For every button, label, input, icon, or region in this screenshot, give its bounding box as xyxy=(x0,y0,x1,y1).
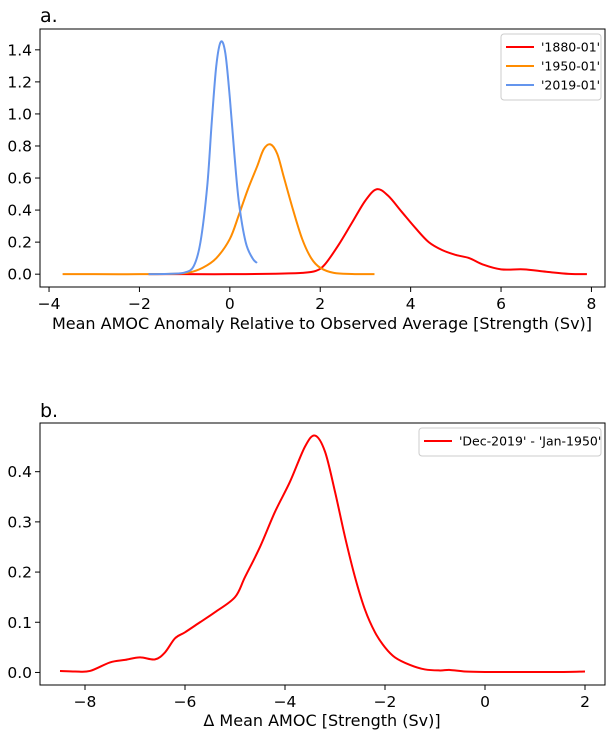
panel-a-xticks: −4 −2 0 2 4 6 8 xyxy=(38,287,597,313)
xtick-label: −6 xyxy=(174,693,197,711)
ytick-label: 1.4 xyxy=(7,41,32,59)
ytick-label: 0.1 xyxy=(7,614,32,632)
panel-b-xlabel: Δ Mean AMOC [Strength (Sv)] xyxy=(203,711,440,730)
xtick-label: −4 xyxy=(274,693,297,711)
panel-a-yticks: 0.0 0.2 0.4 0.6 0.8 1.0 1.2 1.4 xyxy=(7,41,40,284)
panel-b-plot-frame xyxy=(39,422,606,686)
panel-b-label: b. xyxy=(40,400,58,422)
xtick-label: 0 xyxy=(480,693,490,711)
xtick-label: 0 xyxy=(225,295,235,313)
ytick-label: 0.0 xyxy=(7,266,32,284)
ytick-label: 1.0 xyxy=(7,105,32,123)
xtick-label: −4 xyxy=(38,295,61,313)
panel-b-legend: 'Dec-2019' - 'Jan-1950' xyxy=(418,427,602,457)
panel-b: b. 0.0 0.1 0.2 0.3 0.4 −8 −6 −4 −2 0 2 'Dec-2019'… xyxy=(7,400,606,730)
series-line-0 xyxy=(148,188,587,276)
ytick-label: 0.6 xyxy=(7,170,32,188)
panel-a-legend: '1880-01' '1950-01' '2019-01' xyxy=(500,33,602,101)
ytick-label: 0.2 xyxy=(7,564,32,582)
legend-label: 'Dec-2019' - 'Jan-1950' xyxy=(459,434,601,449)
panel-b-series xyxy=(59,434,586,673)
ytick-label: 1.2 xyxy=(7,73,32,91)
legend-box xyxy=(500,33,602,101)
panel-b-xticks: −8 −6 −4 −2 0 2 xyxy=(74,685,590,711)
ytick-label: 0.3 xyxy=(7,513,32,531)
xtick-label: −8 xyxy=(74,693,97,711)
xtick-label: 6 xyxy=(496,295,506,313)
series-line-2 xyxy=(148,40,258,276)
xtick-label: 2 xyxy=(315,295,325,313)
panel-a-plot-frame xyxy=(39,28,606,288)
legend-label: '2019-01' xyxy=(541,78,600,93)
xtick-label: 8 xyxy=(587,295,597,313)
xtick-label: −2 xyxy=(374,693,397,711)
panel-a-series xyxy=(62,40,587,276)
series-line-0 xyxy=(59,434,586,673)
legend-label: '1950-01' xyxy=(541,59,600,74)
xtick-label: 4 xyxy=(406,295,416,313)
panel-a-xlabel: Mean AMOC Anomaly Relative to Observed A… xyxy=(52,314,592,333)
ytick-label: 0.0 xyxy=(7,664,32,682)
legend-box xyxy=(418,427,602,457)
ytick-label: 0.4 xyxy=(7,463,32,481)
panel-a-label: a. xyxy=(40,5,58,27)
ytick-label: 0.8 xyxy=(7,137,32,155)
panel-b-yticks: 0.0 0.1 0.2 0.3 0.4 xyxy=(7,463,40,682)
panel-a: a. 0.0 0.2 0.4 0.6 0.8 1.0 1.2 1.4 −4 −2 0 2 4 6 8 '1… xyxy=(7,5,606,333)
xtick-label: −2 xyxy=(128,295,151,313)
xtick-label: 2 xyxy=(580,693,590,711)
legend-label: '1880-01' xyxy=(541,40,600,55)
series-line-1 xyxy=(62,143,375,276)
ytick-label: 0.4 xyxy=(7,202,32,220)
ytick-label: 0.2 xyxy=(7,234,32,252)
